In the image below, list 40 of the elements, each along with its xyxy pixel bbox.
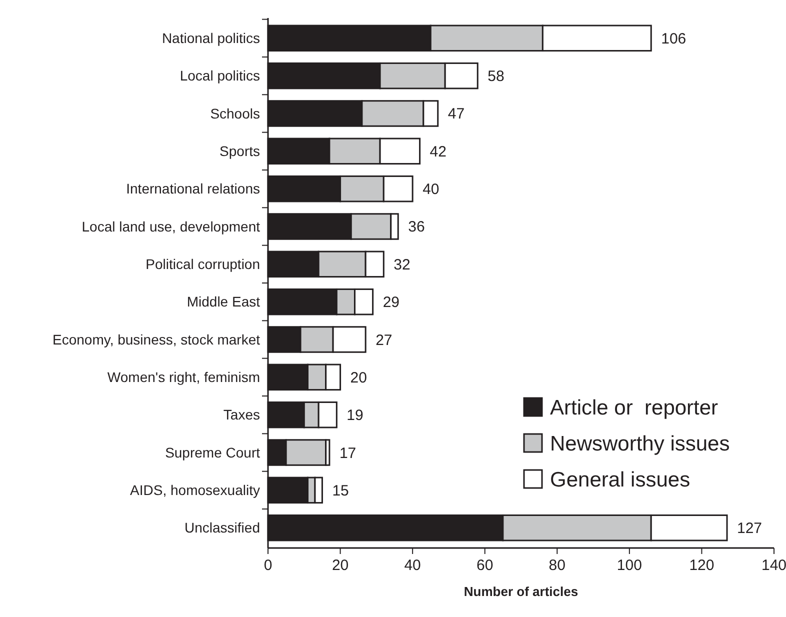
x-axis-title: Number of articles <box>464 584 578 599</box>
y-tick-label: Local land use, development <box>82 218 260 234</box>
total-label: 40 <box>422 181 440 198</box>
x-tick-label: 80 <box>548 557 566 574</box>
total-label: 127 <box>737 520 762 538</box>
total-label: 27 <box>376 332 392 349</box>
total-label: 19 <box>346 407 364 424</box>
total-label: 15 <box>332 482 349 500</box>
total-label: 32 <box>394 256 410 274</box>
total-label: 29 <box>382 294 400 312</box>
y-tick-label: Economy, business, stock market <box>52 331 260 348</box>
y-tick-label: National politics <box>162 30 260 46</box>
total-label: 42 <box>430 143 446 160</box>
y-tick-label: Supreme Court <box>165 444 260 460</box>
y-tick-label: Middle East <box>186 294 260 310</box>
x-tick-label: 120 <box>689 557 714 574</box>
y-tick-label: Women's right, feminism <box>107 369 260 386</box>
total-label: 58 <box>488 68 504 86</box>
total-label: 36 <box>408 218 425 236</box>
total-label: 20 <box>350 369 367 386</box>
y-tick-label: Political corruption <box>146 256 260 272</box>
y-tick-label: Schools <box>210 105 260 122</box>
y-tick-label: Taxes <box>223 406 260 423</box>
y-tick-label: Unclassified <box>184 520 260 536</box>
legend-label: Article or reporter <box>550 396 718 420</box>
y-tick-label: Local politics <box>180 68 260 84</box>
total-label: 47 <box>448 106 465 123</box>
x-tick-label: 60 <box>476 557 494 574</box>
x-tick-label: 0 <box>264 557 272 574</box>
x-tick-label: 40 <box>404 557 421 574</box>
x-tick-label: 140 <box>761 557 786 574</box>
y-tick-label: International relations <box>126 180 260 197</box>
x-tick-label: 100 <box>616 557 642 574</box>
y-tick-label: AIDS, homosexuality <box>130 482 260 498</box>
y-tick-label: Sports <box>220 143 260 160</box>
total-label: 106 <box>661 30 686 48</box>
legend-label: General issues <box>550 468 690 492</box>
legend-label: Newsworthy issues <box>550 432 730 456</box>
x-tick-label: 20 <box>332 557 349 574</box>
total-label: 17 <box>339 444 356 462</box>
